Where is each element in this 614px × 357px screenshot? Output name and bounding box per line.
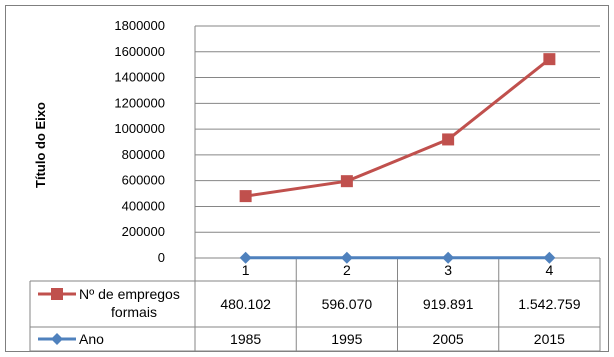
legend-key-square xyxy=(51,288,63,300)
data-point-diamond xyxy=(340,251,353,264)
table-value: 2005 xyxy=(433,331,464,347)
y-tick-label: 800000 xyxy=(122,147,165,162)
table-value: 919.891 xyxy=(423,296,474,312)
plot-series xyxy=(239,53,556,264)
x-category-label: 3 xyxy=(444,262,452,278)
y-tick-label: 1800000 xyxy=(114,18,165,33)
legend-label: Nº de empregos formais xyxy=(79,286,180,320)
data-table: 1 2 3 4 Nº de empregos formais 480.102 596.070 9… xyxy=(29,257,601,352)
series-line xyxy=(245,57,551,198)
y-axis-ticks: 0 200000 400000 600000 800000 1000000 1200000 1… xyxy=(114,18,165,265)
y-tick-label: 1600000 xyxy=(114,44,165,59)
table-value: 2015 xyxy=(534,331,565,347)
y-tick-label: 200000 xyxy=(122,224,165,239)
data-point-diamond xyxy=(543,251,556,264)
y-tick-label: 1400000 xyxy=(114,70,165,85)
data-point-square xyxy=(340,175,353,188)
y-axis-label: Título do Eixo xyxy=(33,102,48,188)
table-value: 1985 xyxy=(230,331,261,347)
data-point-square xyxy=(543,53,556,66)
table-value: 1.542.759 xyxy=(518,296,580,312)
chart-border xyxy=(5,5,609,352)
y-tick-label: 1000000 xyxy=(114,121,165,136)
table-value: 596.070 xyxy=(322,296,373,312)
data-point-square xyxy=(442,133,455,146)
x-category-label: 1 xyxy=(242,262,250,278)
legend-label: Ano xyxy=(79,331,104,347)
y-tick-label: 400000 xyxy=(122,198,165,213)
x-category-label: 2 xyxy=(343,262,351,278)
data-point-diamond xyxy=(442,251,455,264)
y-tick-label: 1200000 xyxy=(114,95,165,110)
table-value: 480.102 xyxy=(220,296,271,312)
table-value: 1995 xyxy=(331,331,362,347)
data-point-square xyxy=(239,190,252,203)
x-category-label: 4 xyxy=(545,262,553,278)
y-tick-label: 600000 xyxy=(122,173,165,188)
data-point-diamond xyxy=(239,251,252,264)
legend-key-diamond xyxy=(51,333,63,345)
y-tick-label: 0 xyxy=(158,250,165,265)
